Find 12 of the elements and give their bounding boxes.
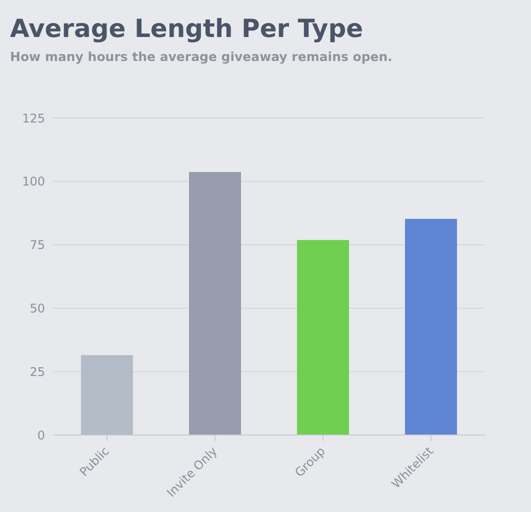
bar: [297, 240, 349, 435]
y-tick-label: 0: [37, 428, 45, 442]
y-tick-label: 125: [22, 111, 45, 126]
y-tick-label: 100: [22, 174, 45, 189]
chart-subtitle: How many hours the average giveaway remains open.: [10, 49, 392, 64]
chart-title: Average Length Per Type: [10, 14, 364, 43]
y-tick-label: 50: [30, 301, 45, 316]
bar: [189, 172, 241, 435]
bar: [405, 218, 457, 435]
y-tick-label: 25: [30, 364, 45, 379]
bar: [81, 355, 133, 435]
y-tick-label: 75: [30, 238, 45, 252]
